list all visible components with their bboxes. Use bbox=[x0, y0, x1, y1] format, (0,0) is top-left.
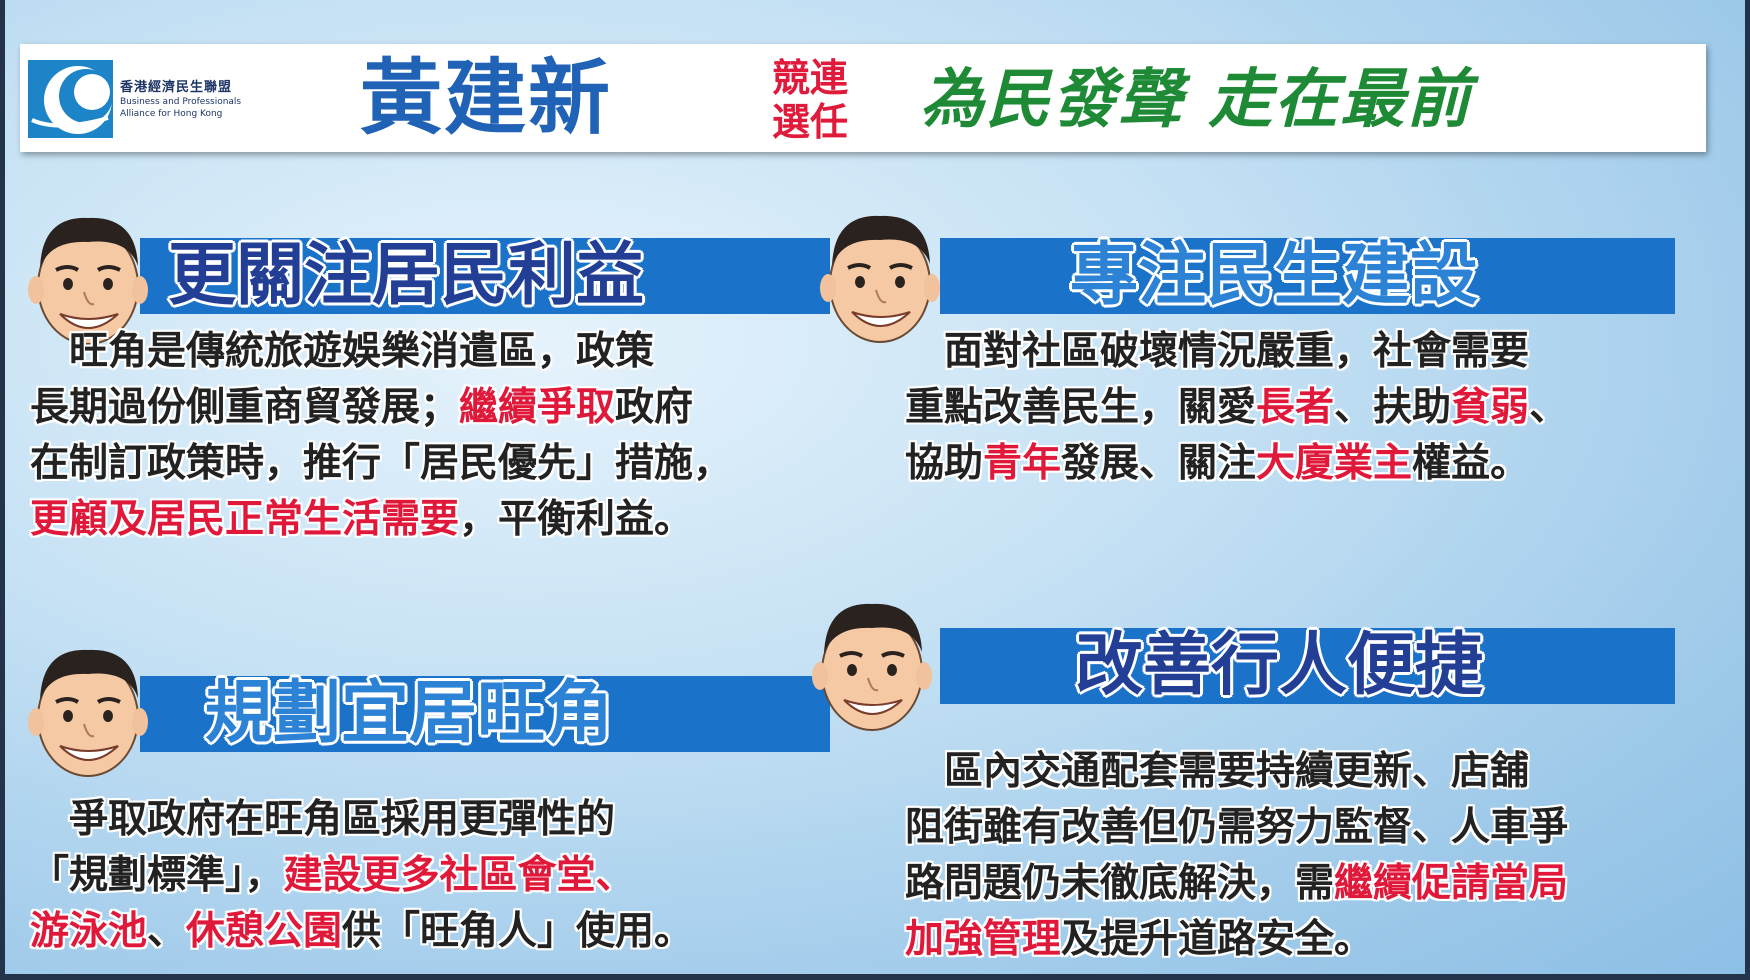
header-banner: 香港經濟民生聯盟 Business and Professionals Alli… bbox=[20, 44, 1706, 152]
frame-edge-right bbox=[1745, 0, 1750, 980]
heading-band bbox=[140, 676, 830, 752]
text-run: 權益。 bbox=[1412, 441, 1530, 486]
heading-band bbox=[940, 628, 1675, 704]
section-heading: 更關注居民利益 bbox=[168, 236, 645, 315]
text-run: 供「旺角人」使用。 bbox=[342, 909, 694, 954]
body-line: 爭取政府在旺角區採用更彈性的 bbox=[30, 792, 840, 848]
highlight-text: 建設更多社區會堂、 bbox=[283, 853, 635, 898]
party-logo-icon bbox=[28, 60, 113, 138]
highlight-text: 繼續爭取 bbox=[459, 385, 616, 430]
body-line: 阻街雖有改善但仍需努力監督、人車爭 bbox=[905, 800, 1725, 856]
text-run: ，平衡利益。 bbox=[459, 497, 694, 542]
text-run: 旺角是傳統旅遊娛樂消遣區，政策 bbox=[30, 329, 655, 374]
heading-band bbox=[140, 238, 830, 314]
body-line: 「規劃標準」，建設更多社區會堂、 bbox=[30, 848, 840, 904]
text-run: 協助 bbox=[905, 441, 984, 486]
body-line: 協助青年發展、關注大廈業主權益。 bbox=[905, 436, 1725, 492]
section-heading: 改善行人便捷 bbox=[1075, 626, 1484, 705]
candidate-portrait-icon bbox=[28, 217, 148, 345]
highlight-text: 大廈業主 bbox=[1256, 441, 1413, 486]
section-heading: 規劃宜居旺角 bbox=[205, 674, 614, 753]
highlight-text: 長者 bbox=[1256, 385, 1335, 430]
text-run: 重點改善民生，關愛 bbox=[905, 385, 1257, 430]
highlight-text: 加強管理 bbox=[905, 917, 1062, 962]
body-line: 路問題仍未徹底解決，需繼續促請當局 bbox=[905, 856, 1725, 912]
highlight-text: 貧弱 bbox=[1451, 385, 1530, 430]
candidate-portrait-icon bbox=[812, 603, 932, 731]
body-line: 重點改善民生，關愛長者、扶助貧弱、 bbox=[905, 380, 1725, 436]
section-body: 區內交通配套需要持續更新、店舖 阻街雖有改善但仍需努力監督、人車爭 路問題仍未徹… bbox=[905, 744, 1725, 968]
heading-band bbox=[940, 238, 1675, 314]
text-run: 發展、關注 bbox=[1061, 441, 1257, 486]
body-line: 區內交通配套需要持續更新、店舖 bbox=[905, 744, 1725, 800]
section-heading: 專注民生建設 bbox=[1070, 236, 1479, 315]
highlight-text: 游泳池 bbox=[30, 909, 148, 954]
frame-edge-left bbox=[0, 0, 5, 980]
logo-name-english-2: Alliance for Hong Kong bbox=[120, 109, 223, 119]
section-body: 面對社區破壞情況嚴重，社會需要 重點改善民生，關愛長者、扶助貧弱、 協助青年發展… bbox=[905, 324, 1725, 492]
text-run: 、 bbox=[147, 909, 187, 954]
slogan: 為民發聲 走在最前 bbox=[920, 62, 1473, 137]
body-line: 在制訂政策時，推行「居民優先」措施， bbox=[30, 436, 790, 492]
text-run: 及提升道路安全。 bbox=[1061, 917, 1374, 962]
body-line: 游泳池、休憩公園供「旺角人」使用。 bbox=[30, 904, 840, 960]
candidate-name: 黃建新 bbox=[360, 51, 613, 146]
highlight-text: 青年 bbox=[983, 441, 1062, 486]
text-run: 面對社區破壞情況嚴重，社會需要 bbox=[905, 329, 1530, 374]
section-body: 爭取政府在旺角區採用更彈性的 「規劃標準」，建設更多社區會堂、 游泳池、休憩公園… bbox=[30, 792, 840, 960]
logo-name-english-1: Business and Professionals bbox=[120, 97, 242, 107]
body-line: 長期過份側重商貿發展；繼續爭取政府 bbox=[30, 380, 790, 436]
candidate-tag-line-1: 競連 bbox=[772, 55, 849, 100]
body-line: 旺角是傳統旅遊娛樂消遣區，政策 bbox=[30, 324, 790, 380]
party-logo-text: 香港經濟民生聯盟 Business and Professionals Alli… bbox=[120, 80, 320, 120]
text-run: 在制訂政策時，推行「居民優先」措施， bbox=[30, 441, 733, 486]
text-run: 政府 bbox=[615, 385, 694, 430]
text-run: 、扶助 bbox=[1334, 385, 1452, 430]
text-run: 爭取政府在旺角區採用更彈性的 bbox=[30, 797, 616, 842]
candidate-tag: 競連 選任 bbox=[772, 56, 882, 144]
text-run: 「規劃標準」， bbox=[30, 853, 284, 898]
text-run: 、 bbox=[1529, 385, 1569, 430]
text-run: 區內交通配套需要持續更新、店舖 bbox=[905, 749, 1530, 794]
candidate-portrait-icon bbox=[820, 215, 940, 343]
logo-name-chinese: 香港經濟民生聯盟 bbox=[120, 80, 233, 95]
candidate-portrait-icon bbox=[28, 649, 148, 777]
highlight-text: 休憩公園 bbox=[186, 909, 343, 954]
text-run: 路問題仍未徹底解決，需 bbox=[905, 861, 1335, 906]
section-body: 旺角是傳統旅遊娛樂消遣區，政策 長期過份側重商貿發展；繼續爭取政府 在制訂政策時… bbox=[30, 324, 790, 548]
text-run: 阻街雖有改善但仍需努力監督、人車爭 bbox=[905, 805, 1569, 850]
highlight-text: 繼續促請當局 bbox=[1334, 861, 1569, 906]
text-run: 長期過份側重商貿發展； bbox=[30, 385, 460, 430]
candidate-tag-line-2: 選任 bbox=[772, 99, 849, 144]
frame-edge-bottom bbox=[0, 974, 1750, 980]
body-line: 面對社區破壞情況嚴重，社會需要 bbox=[905, 324, 1725, 380]
body-line: 加強管理及提升道路安全。 bbox=[905, 912, 1725, 968]
highlight-text: 更顧及居民正常生活需要 bbox=[30, 497, 460, 542]
body-line: 更顧及居民正常生活需要，平衡利益。 bbox=[30, 492, 790, 548]
